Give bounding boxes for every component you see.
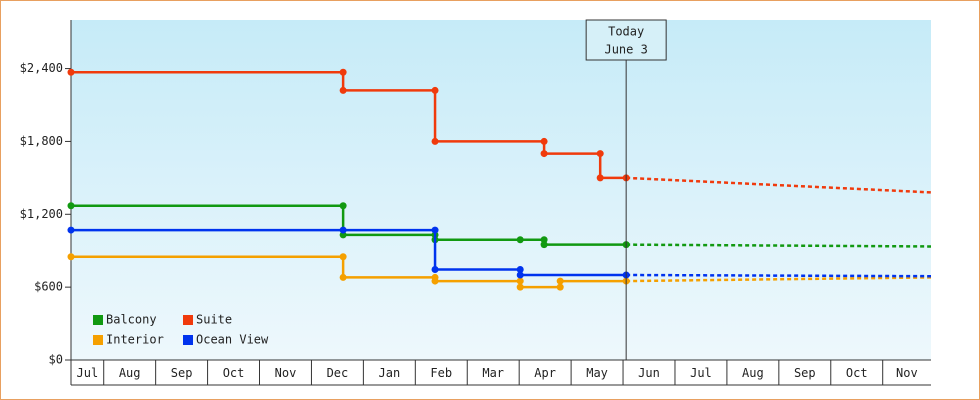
price-point (431, 277, 439, 285)
legend-label: Interior (106, 333, 164, 347)
price-point (540, 236, 548, 244)
x-tick-label: Oct (223, 366, 245, 380)
price-point (516, 266, 524, 274)
price-point (67, 68, 75, 76)
price-point (67, 202, 75, 210)
legend-label: Suite (196, 313, 232, 327)
legend-label: Balcony (106, 313, 157, 327)
x-tick-label: Sep (171, 366, 193, 380)
price-point (339, 226, 347, 234)
x-tick-label: Mar (482, 366, 504, 380)
price-point (540, 137, 548, 145)
price-point (540, 241, 548, 249)
y-tick-label: $1,200 (20, 207, 63, 221)
forecast-line (626, 273, 932, 278)
price-point (516, 283, 524, 291)
y-tick-label: $600 (34, 280, 63, 294)
legend-swatch (183, 335, 193, 345)
x-tick-label: Apr (534, 366, 556, 380)
legend-swatch (183, 315, 193, 325)
today-label: Today (608, 25, 644, 39)
price-point (339, 273, 347, 281)
price-point (516, 277, 524, 285)
x-tick-label: May (586, 366, 608, 380)
price-point (596, 150, 604, 158)
price-point (556, 277, 564, 285)
x-tick-label: Dec (327, 366, 349, 380)
x-tick-label: Nov (275, 366, 297, 380)
price-point (339, 253, 347, 261)
legend-swatch (93, 335, 103, 345)
y-tick-label: $2,400 (20, 61, 63, 75)
plot-area (71, 20, 931, 360)
price-point (67, 226, 75, 234)
x-tick-label: Jul (77, 366, 99, 380)
price-point (556, 283, 564, 291)
x-tick-label: Jul (690, 366, 712, 380)
price-point (339, 68, 347, 76)
today-label: June 3 (604, 43, 647, 57)
x-tick-label: Aug (119, 366, 141, 380)
price-point (431, 266, 439, 274)
x-tick-label: Feb (430, 366, 452, 380)
legend-swatch (93, 315, 103, 325)
forecast-line (626, 243, 932, 248)
x-tick-label: Nov (896, 366, 918, 380)
forecast-line (626, 276, 932, 283)
price-point (516, 271, 524, 279)
today-box (585, 19, 667, 61)
x-tick-label: Jan (379, 366, 401, 380)
price-point (431, 137, 439, 145)
y-tick-label: $0 (49, 353, 63, 367)
x-tick-label: Sep (794, 366, 816, 380)
y-tick-label: $1,800 (20, 134, 63, 148)
price-point (516, 236, 524, 244)
price-point (67, 253, 75, 261)
legend-label: Ocean View (196, 333, 269, 347)
price-point (540, 150, 548, 158)
forecast-line (626, 176, 932, 194)
price-point (339, 202, 347, 210)
price-point (431, 86, 439, 94)
x-tick-label: Aug (742, 366, 764, 380)
price-point (431, 226, 439, 234)
x-tick-label: Jun (638, 366, 660, 380)
x-tick-label: Oct (846, 366, 868, 380)
price-line (71, 70, 627, 180)
price-point (339, 86, 347, 94)
price-point (339, 231, 347, 239)
price-point (596, 174, 604, 182)
